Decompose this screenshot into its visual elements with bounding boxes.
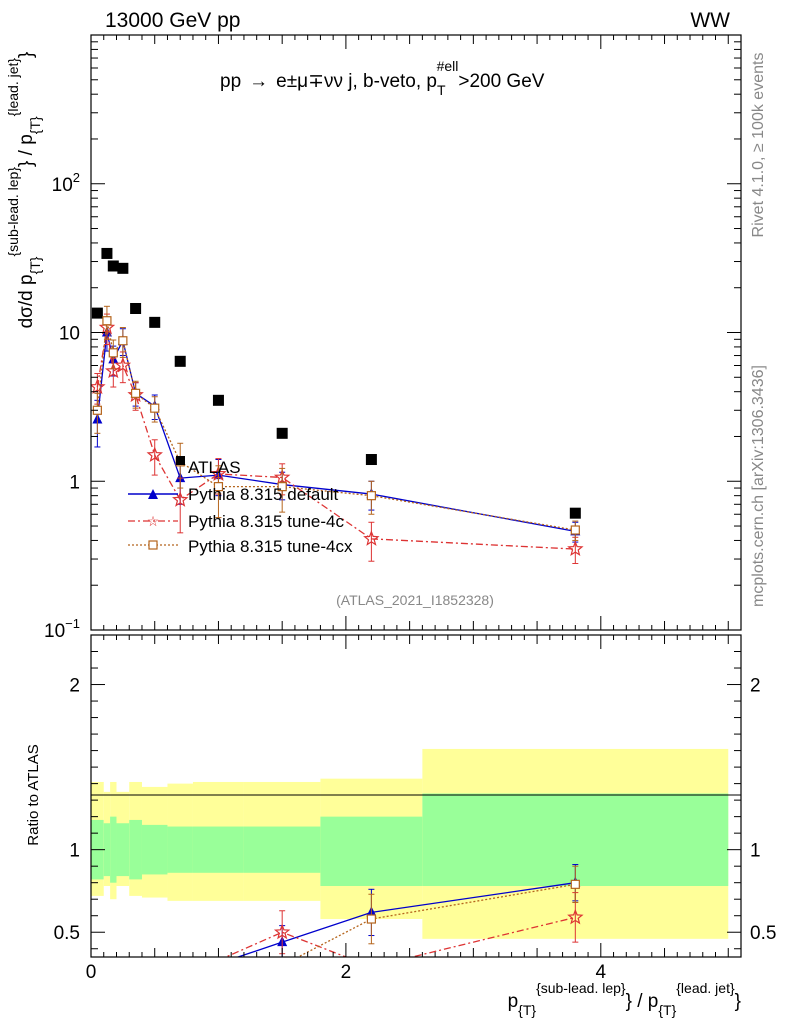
main-point: [213, 482, 224, 492]
main-point: [570, 525, 580, 535]
main-y-tick-label: 10: [59, 324, 80, 345]
legend-tune4cx-label: Pythia 8.315 tune-4cx: [188, 537, 353, 556]
main-point: [569, 507, 581, 519]
title-sup: #ell: [437, 58, 459, 74]
main-point: [363, 530, 380, 546]
main-point: [117, 262, 129, 274]
title-pp: pp: [220, 71, 241, 92]
title-cut: >200 GeV: [458, 71, 544, 92]
main-point: [104, 362, 122, 379]
main-series-group: [91, 247, 584, 564]
main-point: [146, 446, 163, 463]
title-arrow: →: [249, 71, 268, 92]
ratio-point: [366, 914, 376, 924]
ratio-line-0: [236, 882, 576, 957]
process-label: WW: [690, 9, 730, 32]
main-point: [366, 491, 376, 501]
main-frame: [90, 34, 742, 631]
ratio-inner-band: [116, 823, 130, 877]
main-point: [149, 316, 161, 328]
ratio-y-tick-label-left: 2: [69, 676, 80, 697]
title-sub: T: [437, 82, 446, 98]
main-point: [107, 260, 119, 272]
ratio-line-1: [224, 916, 576, 957]
main-series-3: [92, 305, 580, 541]
ratio-point: [570, 879, 580, 889]
ratio-inner-band: [141, 824, 168, 875]
ratio-series-2: [296, 865, 580, 957]
mcplots-reference-label: mcplots.cern.ch [arXiv:1306.3436]: [750, 365, 767, 607]
ratio-inner-band: [192, 826, 244, 873]
ratio-point: [567, 908, 584, 925]
main-point: [172, 491, 189, 507]
x-tick-label: 2: [341, 962, 352, 983]
x-tick-label: 0: [86, 962, 97, 983]
ratio-inner-band: [243, 826, 321, 873]
main-y-tick-label: 1: [69, 472, 80, 493]
main-point: [130, 302, 142, 314]
main-y-axis-label: dσ/d p{T}{sub-lead. lep}} / p{T}{lead. j…: [5, 52, 43, 329]
x-axis-label: p{T}{sub-lead. lep}} / p{T}{lead. jet}}: [508, 980, 741, 1018]
ratio-y-tick-label-right: 0.5: [750, 923, 776, 944]
main-axis-ticks: 10−1 1 10 102: [44, 35, 742, 642]
main-point: [102, 316, 112, 326]
ratio-panel: 0.5 0.5 1 1 2 2 0 2 4 Ratio to ATLAS p{T}{sub-le…: [25, 634, 776, 1018]
ratio-inner-band: [320, 816, 423, 886]
main-point: [277, 482, 287, 492]
main-point: [212, 394, 224, 406]
main-series-2: [91, 313, 584, 564]
ratio-series-group: [224, 864, 584, 957]
main-y-tick-label: 10−1: [44, 616, 80, 642]
title-final-state: e±μ∓νν j, b-veto, p: [276, 71, 437, 92]
legend-default-marker: [148, 489, 158, 499]
ratio-y-tick-label-left: 1: [69, 841, 80, 862]
ratio-inner-band: [129, 819, 142, 880]
main-point: [174, 355, 186, 367]
ratio-y-axis-label: Ratio to ATLAS: [25, 744, 42, 845]
ratio-point: [273, 923, 291, 940]
ratio-y-tick-label-right: 1: [750, 841, 761, 862]
main-series-0: [91, 247, 581, 519]
main-point: [91, 378, 106, 395]
legend-tune4cx-marker: [148, 540, 158, 550]
ratio-frame: [90, 634, 742, 958]
main-plot-content: [91, 247, 584, 564]
main-point: [91, 307, 103, 319]
main-point: [365, 454, 377, 466]
main-panel: 10−1 1 10 102 pp → e±μ∓νν j, b-veto, pT #ell>2…: [5, 34, 742, 642]
ratio-y-tick-label-left: 0.5: [54, 923, 80, 944]
legend-atlas-label: ATLAS: [188, 458, 241, 477]
ratio-inner-band: [103, 823, 111, 877]
ratio-inner-band: [110, 816, 117, 883]
main-point: [567, 540, 584, 557]
main-point: [118, 336, 128, 346]
legend-default-label: Pythia 8.315 default: [188, 485, 339, 504]
main-point: [131, 388, 141, 398]
ratio-y-tick-label-right: 2: [750, 676, 761, 697]
ratio-inner-band: [167, 826, 193, 873]
main-point: [150, 403, 160, 413]
main-point: [276, 427, 288, 439]
main-point: [101, 247, 113, 259]
energy-label: 13000 GeV pp: [105, 9, 240, 32]
analysis-watermark: (ATLAS_2021_I1852328): [336, 592, 494, 608]
ratio-uncertainty-bands: [91, 748, 729, 939]
legend-tune4c-marker: ☆: [147, 513, 160, 529]
ratio-plot-content: [224, 864, 584, 957]
main-point: [108, 348, 118, 358]
legend-atlas-marker: [176, 456, 185, 465]
legend-tune4c-label: Pythia 8.315 tune-4c: [188, 512, 344, 531]
legend: ATLAS Pythia 8.315 default ☆ Pythia 8.31…: [128, 456, 353, 556]
process-title: pp → e±μ∓νν j, b-veto, pT #ell>200 GeV: [220, 58, 545, 98]
rivet-version-label: Rivet 4.1.0, ≥ 100k events: [750, 53, 767, 238]
ratio-axis-ticks: 0.5 0.5 1 1 2 2 0 2 4: [54, 634, 776, 983]
main-y-tick-label: 102: [52, 170, 80, 196]
x-tick-label: 4: [596, 962, 607, 983]
